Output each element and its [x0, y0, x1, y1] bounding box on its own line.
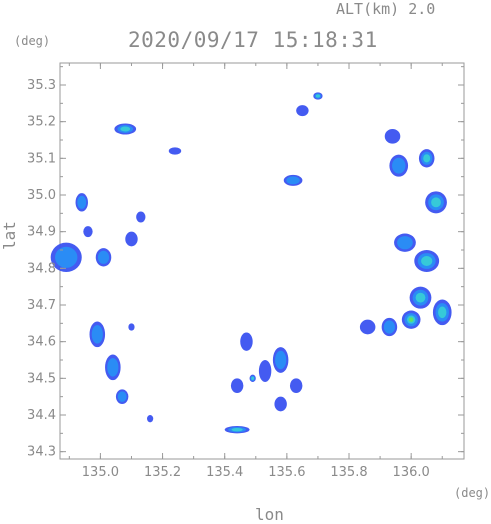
x-axis-label: lon [255, 505, 284, 524]
echo-region-core [383, 320, 396, 334]
echo-region [125, 231, 138, 247]
echo-region-core [120, 126, 131, 132]
echo-region [136, 211, 146, 223]
echo-region [289, 378, 303, 393]
y-tick-label: 35.1 [27, 151, 56, 166]
echo-region-core [77, 195, 87, 209]
echo-region-core [231, 428, 243, 432]
echo-region-core [421, 256, 433, 266]
echo-region [240, 332, 253, 351]
echo-region-core [408, 317, 414, 322]
y-unit-label: (deg) [14, 34, 51, 48]
x-tick-label: 135.0 [82, 465, 119, 480]
echo-region-core [251, 376, 255, 380]
echo-region-core [55, 246, 78, 268]
x-tick-label: 135.6 [268, 465, 305, 480]
echo-region-core [397, 236, 413, 250]
echo-region-core [315, 94, 321, 98]
echo-region-core [438, 306, 447, 319]
x-tick-label: 135.4 [206, 465, 243, 480]
y-tick-label: 34.7 [27, 298, 56, 313]
x-tick-label: 135.2 [144, 465, 181, 480]
x-tick-label: 136.0 [393, 465, 430, 480]
x-tick-label: 135.8 [330, 465, 367, 480]
echo-region [274, 396, 287, 412]
echo-region [128, 323, 135, 331]
echo-region [147, 415, 154, 423]
y-tick-label: 34.3 [27, 445, 56, 460]
echo-region [230, 378, 244, 393]
echo-region-core [107, 358, 119, 377]
echo-region [83, 226, 93, 238]
echo-region [168, 147, 182, 155]
y-tick-label: 35.2 [27, 115, 56, 130]
echo-region-core [423, 154, 431, 163]
echo-region-core [97, 250, 110, 264]
echo-region-core [392, 157, 406, 174]
y-tick-label: 34.9 [27, 225, 56, 240]
y-tick-label: 34.4 [27, 408, 56, 423]
echo-region-core [415, 292, 426, 303]
echo-region-core [91, 325, 103, 344]
echo-region [384, 129, 401, 144]
echo-region-core [117, 391, 127, 402]
echo-region [359, 319, 376, 335]
y-tick-label: 35.0 [27, 188, 56, 203]
y-tick-label: 34.5 [27, 371, 56, 386]
chart-title: 2020/09/17 15:18:31 [128, 28, 378, 52]
y-tick-label: 34.8 [27, 261, 56, 276]
echo-region-core [431, 197, 441, 208]
echo-region-core [275, 350, 287, 370]
echo-region [258, 360, 272, 382]
echo-region-core [286, 176, 300, 185]
x-unit-label: (deg) [454, 486, 491, 500]
y-tick-label: 34.6 [27, 335, 56, 350]
altitude-label: ALT(km) 2.0 [336, 0, 436, 18]
y-tick-label: 35.3 [27, 78, 56, 93]
echo-region [296, 105, 309, 117]
